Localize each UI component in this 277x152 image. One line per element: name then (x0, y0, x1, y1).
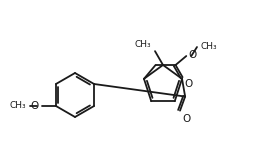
Text: O: O (182, 114, 190, 124)
Text: O: O (31, 101, 39, 111)
Text: O: O (184, 79, 193, 89)
Text: CH₃: CH₃ (9, 102, 26, 111)
Text: CH₃: CH₃ (201, 41, 218, 50)
Text: CH₃: CH₃ (134, 40, 151, 49)
Text: O: O (188, 50, 196, 60)
